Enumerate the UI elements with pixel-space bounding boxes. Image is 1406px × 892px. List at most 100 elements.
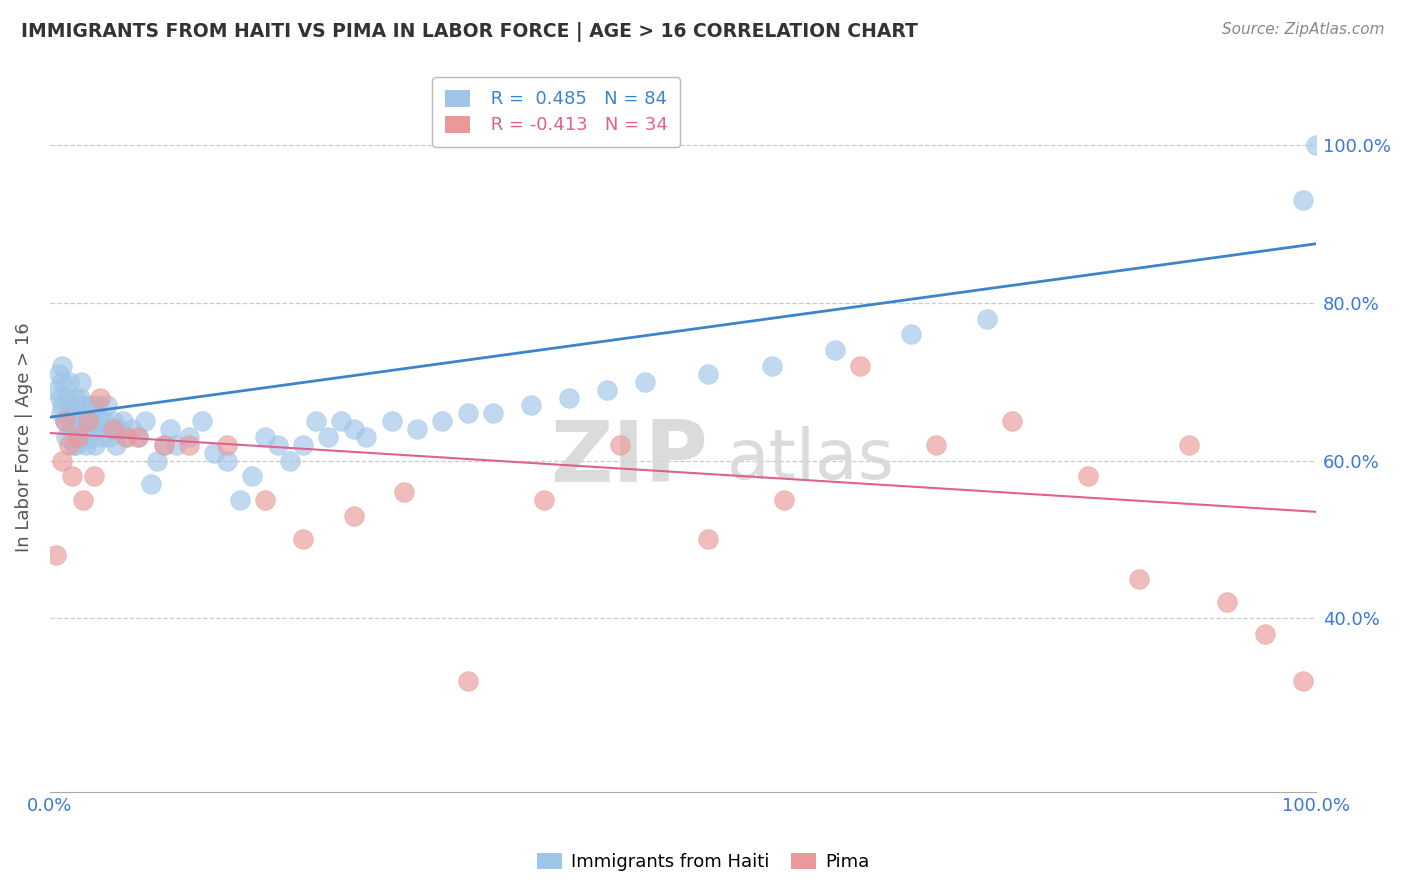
Point bbox=[406, 422, 429, 436]
Point bbox=[114, 430, 136, 444]
Point bbox=[152, 438, 174, 452]
Point bbox=[121, 422, 143, 436]
Point bbox=[134, 414, 156, 428]
Point bbox=[697, 367, 720, 381]
Point bbox=[291, 533, 314, 547]
Point bbox=[139, 477, 162, 491]
Point bbox=[56, 391, 79, 405]
Legend: Immigrants from Haiti, Pima: Immigrants from Haiti, Pima bbox=[529, 846, 877, 879]
Point bbox=[89, 391, 111, 405]
Point bbox=[49, 406, 72, 420]
Point bbox=[62, 469, 84, 483]
Point bbox=[114, 430, 136, 444]
Point bbox=[1216, 595, 1239, 609]
Point bbox=[533, 493, 555, 508]
Point bbox=[316, 430, 339, 444]
Point bbox=[101, 414, 124, 428]
Point bbox=[76, 414, 98, 428]
Point bbox=[1254, 627, 1277, 641]
Point bbox=[89, 414, 111, 428]
Point bbox=[976, 311, 998, 326]
Point bbox=[1305, 138, 1327, 153]
Point bbox=[87, 398, 110, 412]
Point bbox=[84, 438, 107, 452]
Point bbox=[1178, 438, 1201, 452]
Point bbox=[342, 508, 364, 523]
Point bbox=[82, 414, 104, 428]
Point bbox=[824, 343, 846, 358]
Point bbox=[202, 446, 225, 460]
Point bbox=[761, 359, 783, 373]
Point bbox=[93, 414, 115, 428]
Point bbox=[697, 533, 720, 547]
Text: IMMIGRANTS FROM HAITI VS PIMA IN LABOR FORCE | AGE > 16 CORRELATION CHART: IMMIGRANTS FROM HAITI VS PIMA IN LABOR F… bbox=[21, 22, 918, 42]
Point bbox=[596, 383, 619, 397]
Point bbox=[342, 422, 364, 436]
Point bbox=[62, 414, 84, 428]
Y-axis label: In Labor Force | Age > 16: In Labor Force | Age > 16 bbox=[15, 322, 32, 552]
Point bbox=[190, 414, 212, 428]
Point bbox=[51, 398, 73, 412]
Point bbox=[457, 406, 479, 420]
Point bbox=[58, 375, 80, 389]
Point bbox=[1292, 194, 1315, 208]
Point bbox=[457, 674, 479, 689]
Point bbox=[55, 430, 77, 444]
Point bbox=[58, 438, 80, 452]
Point bbox=[146, 453, 169, 467]
Point bbox=[80, 398, 103, 412]
Point bbox=[66, 406, 89, 420]
Point bbox=[83, 469, 105, 483]
Text: Source: ZipAtlas.com: Source: ZipAtlas.com bbox=[1222, 22, 1385, 37]
Point bbox=[849, 359, 872, 373]
Point bbox=[278, 453, 301, 467]
Point bbox=[127, 430, 149, 444]
Point bbox=[59, 422, 82, 436]
Point bbox=[215, 438, 238, 452]
Point bbox=[165, 438, 187, 452]
Point bbox=[75, 438, 97, 452]
Point bbox=[482, 406, 505, 420]
Point bbox=[51, 453, 73, 467]
Legend:  R =  0.485   N = 84,  R = -0.413   N = 34: R = 0.485 N = 84, R = -0.413 N = 34 bbox=[432, 77, 681, 147]
Point bbox=[90, 430, 112, 444]
Point bbox=[72, 493, 94, 508]
Point bbox=[63, 422, 86, 436]
Point bbox=[634, 375, 657, 389]
Point bbox=[215, 453, 238, 467]
Point bbox=[1292, 674, 1315, 689]
Point bbox=[1077, 469, 1099, 483]
Text: ZIP: ZIP bbox=[550, 417, 709, 500]
Point bbox=[79, 406, 101, 420]
Point bbox=[67, 414, 90, 428]
Point bbox=[63, 391, 86, 405]
Point bbox=[69, 391, 91, 405]
Point bbox=[96, 398, 118, 412]
Point bbox=[112, 414, 135, 428]
Point bbox=[394, 485, 416, 500]
Point bbox=[65, 438, 87, 452]
Point bbox=[51, 359, 73, 373]
Point bbox=[72, 398, 94, 412]
Point bbox=[62, 438, 84, 452]
Point bbox=[75, 422, 97, 436]
Point bbox=[291, 438, 314, 452]
Point bbox=[104, 438, 127, 452]
Point bbox=[70, 375, 93, 389]
Point bbox=[98, 430, 121, 444]
Point bbox=[53, 414, 76, 428]
Point bbox=[925, 438, 948, 452]
Point bbox=[51, 375, 73, 389]
Point bbox=[66, 430, 89, 444]
Point bbox=[45, 548, 67, 562]
Point bbox=[609, 438, 631, 452]
Point bbox=[77, 430, 100, 444]
Point bbox=[177, 438, 200, 452]
Point bbox=[152, 438, 174, 452]
Point bbox=[356, 430, 378, 444]
Point bbox=[76, 414, 98, 428]
Point bbox=[177, 430, 200, 444]
Point bbox=[520, 398, 543, 412]
Point bbox=[240, 469, 263, 483]
Point bbox=[73, 414, 96, 428]
